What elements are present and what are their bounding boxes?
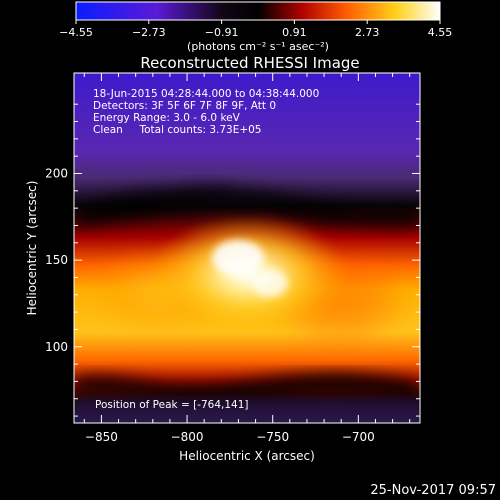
y-tick-label: 100 [45,340,68,354]
y-tick-label: 200 [45,166,68,180]
dark-band-bottom [74,373,420,401]
x-axis-label: Heliocentric X (arcsec) [179,449,315,463]
colorbar-units-label: (photons cm⁻² s⁻¹ asec⁻²) [187,40,329,53]
info-line-energy: Energy Range: 3.0 - 6.0 keV [93,112,241,124]
x-axis: −850 −800 −750 −700 [83,73,411,444]
colorbar-tick-label: 2.73 [355,26,380,39]
colorbar-tick-label: −0.91 [205,26,239,39]
emission-core [150,215,350,335]
emission-peak-spot [212,240,264,276]
colorbar-tick-label: 0.91 [282,26,307,39]
info-line-counts: Clean Total counts: 3.73E+05 [93,124,262,136]
colorbar-tick-label: −4.55 [59,26,93,39]
peak-position-label: Position of Peak = [-764,141] [95,399,249,411]
x-tick-label: −700 [342,430,375,444]
y-axis-label: Heliocentric Y (arcsec) [25,181,39,316]
dark-band-top [74,186,420,227]
colorbar-tick-label: 4.55 [428,26,453,39]
colorbar-strip [75,1,441,21]
emission-secondary-spot [252,269,288,297]
colorbar-ticks: −4.55 −2.73 −0.91 0.91 2.73 4.55 [59,20,452,39]
plot-frame [73,72,421,424]
info-block: 18-Jun-2015 04:28:44.000 to 04:38:44.000… [93,88,319,136]
x-tick-label: −750 [256,430,289,444]
bottom-fringe [74,398,420,423]
y-tick-label: 150 [45,253,68,267]
colorbar: −4.55 −2.73 −0.91 0.91 2.73 4.55 (photons cm⁻… [59,1,452,53]
info-line-time: 18-Jun-2015 04:28:44.000 to 04:38:44.000 [93,88,319,100]
colorbar-tick-label: −2.73 [132,26,166,39]
chart-title: Reconstructed RHESSI Image [140,54,359,72]
heatmap-image [74,73,420,423]
x-tick-label: −800 [171,430,204,444]
info-line-detectors: Detectors: 3F 5F 6F 7F 8F 9F, Att 0 [93,100,276,112]
footer-timestamp: 25-Nov-2017 09:57 [370,483,496,498]
y-axis: 100 150 200 [45,103,420,417]
x-tick-label: −850 [85,430,118,444]
